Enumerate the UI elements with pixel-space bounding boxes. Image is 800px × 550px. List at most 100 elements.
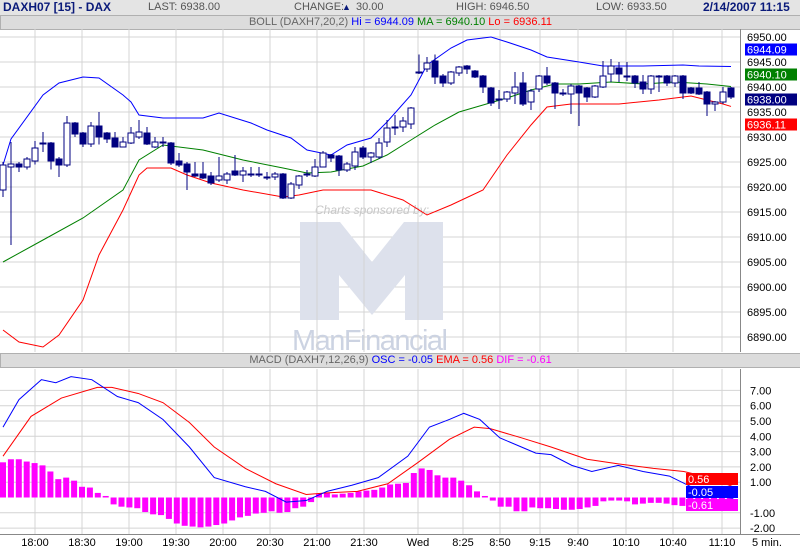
price-tick-label: 6890.00 [747,332,787,344]
boll-upper-line [2,36,732,166]
dif-bar [292,497,299,509]
osc-line [2,376,734,503]
time-tick-label: 10:10 [612,537,640,549]
macd-tick-label: 4.00 [750,431,771,443]
macd-tick-label: 6.00 [750,401,771,413]
time-tick-label: 9:15 [529,537,550,549]
candle-up [151,141,159,148]
candle-down [439,75,447,84]
candle-down [703,91,711,105]
candle-down [175,160,183,166]
dif-bar [79,486,85,498]
candle-down [191,173,199,177]
macd-tick-label: 5.00 [750,416,771,428]
candle-up [239,170,247,176]
dif-bar [450,477,457,498]
dif-bar [624,497,631,502]
dif-bar [497,497,504,507]
candle-up [23,158,31,168]
candle-up [287,183,295,199]
dif-bar [229,497,236,521]
dif-bar [639,497,646,504]
candle-down [15,163,23,168]
watermark-caption: Charts sponsored by: [315,203,429,217]
dif-bar [205,497,212,527]
candle-up [263,176,271,179]
dif-bar [379,487,386,498]
candle-up [711,101,719,105]
candle-up [623,75,631,78]
dif-bar [118,497,125,507]
candle-up [87,125,95,145]
time-tick-label: 20:00 [209,537,237,549]
candle-down [463,65,471,70]
dif-bar [592,497,599,506]
dif-bar [679,497,686,506]
time-tick-label: 8:50 [489,537,510,549]
dif-marker-bg [686,499,738,511]
dif-bar [402,482,409,498]
candle-up [511,86,519,94]
candle-up [119,141,127,148]
candle-up [647,75,655,90]
candle-down [199,173,207,179]
time-tick-label: 21:00 [303,537,331,549]
dif-bar [418,468,425,498]
dif-bar [252,497,259,514]
macd-legend: MACD (DAXH7,12,26,9) OSC = -0.05 EMA = 0… [0,353,800,368]
time-tick-label: 21:30 [350,537,378,549]
candle-down [159,141,167,144]
last-price-marker-bg [745,93,797,106]
candle-down [231,170,239,176]
interval-label: 5 min. [752,537,782,549]
dif-bar [150,497,157,515]
dif-bar [260,497,267,513]
ema-line [2,386,734,495]
time-tick-label: 9:40 [567,537,588,549]
dif-bar [355,491,362,498]
last-price-marker: 6938.00 [747,95,787,107]
candle-down [55,158,63,166]
candle-down [519,82,527,105]
price-tick-label: 6905.00 [747,257,787,269]
dif-bar [584,497,591,508]
dif-bar [142,497,149,513]
candle-up [135,131,143,138]
dif-bar [655,497,662,503]
change-value: 30.00 [356,1,384,13]
dif-bar [173,497,180,524]
candle-up [495,98,503,101]
symbol-title: DAXH07 [15] - DAX [3,0,112,14]
dif-bar [347,492,354,498]
candle-down [479,75,487,88]
boll-name: BOLL (DAXH7,20,2) [248,16,349,28]
dif-bar [323,492,330,498]
boll-legend: BOLL (DAXH7,20,2) Hi = 6944.09 MA = 6940… [0,15,800,30]
boll-ma-line [2,81,732,263]
candle-up [719,91,727,103]
dif-bar [15,459,22,498]
candle-down [431,60,439,78]
candle-up [7,163,15,168]
candle-up [271,173,279,178]
candle-down [167,142,175,164]
dif-bar [600,497,607,502]
candle-up [503,91,511,100]
dif-bar [632,497,638,505]
candle-up [319,152,327,168]
candle-down [335,155,343,171]
dif-bar [560,497,567,510]
candle-down [359,147,367,158]
candle-up [247,173,255,176]
dif-bar [410,473,417,498]
ma-marker: 6940.10 [747,70,787,82]
time-tick-label: 19:30 [162,537,190,549]
candle-down [103,132,111,140]
dif-bar [47,471,54,498]
candle-up [367,152,375,158]
low-price: LOW: 6933.50 [596,1,667,13]
dif-bar [331,494,338,498]
candle-up [295,175,303,186]
dif-bar [0,462,6,498]
